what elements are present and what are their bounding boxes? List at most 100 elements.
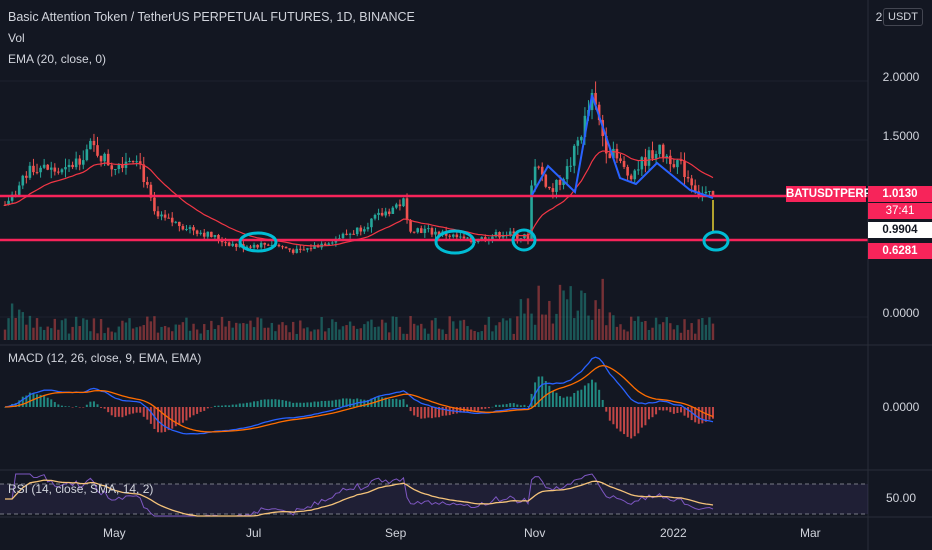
volume-bar [309, 331, 313, 340]
macd-histogram-bar [363, 399, 366, 407]
macd-histogram-bar [21, 396, 24, 407]
candle-body [3, 204, 7, 206]
candle-body [291, 249, 295, 253]
candle-body [644, 157, 647, 166]
candle-body [284, 246, 288, 249]
candle-body [42, 164, 46, 168]
candle-body [533, 166, 537, 186]
candle-body [81, 160, 85, 165]
macd-histogram-bar [470, 407, 473, 412]
macd-histogram-bar [512, 403, 515, 407]
candle-body [138, 161, 142, 165]
candle-body [259, 242, 263, 248]
macd-histogram-bar [398, 399, 401, 407]
macd-histogram-bar [605, 407, 608, 412]
macd-histogram-bar [519, 405, 522, 407]
macd-histogram-bar [270, 399, 273, 407]
currency-unit-button[interactable]: USDT [883, 8, 923, 26]
macd-histogram-bar [28, 392, 31, 407]
candle-body [181, 226, 185, 230]
rsi-legend[interactable]: RSI (14, close, SMA, 14, 2) [8, 482, 154, 496]
macd-histogram-bar [221, 405, 224, 407]
candle-body [234, 243, 238, 247]
macd-histogram-bar [320, 400, 323, 407]
candle-body [370, 218, 373, 228]
volume-bar [665, 317, 668, 340]
macd-histogram-bar [658, 407, 661, 411]
candle-body [99, 155, 103, 162]
macd-histogram-bar [559, 396, 562, 407]
volume-bar [71, 326, 74, 340]
candle-body [210, 231, 213, 237]
candle-body [331, 242, 334, 244]
volume-bar [135, 327, 138, 340]
volume-bar [131, 328, 135, 340]
rsi-axis-label: 50.00 [885, 491, 917, 505]
candle-body [167, 217, 170, 219]
volume-bar [249, 320, 252, 340]
macd-histogram-bar [231, 404, 234, 407]
candle-body [544, 174, 548, 187]
macd-histogram-bar [526, 406, 529, 407]
candle-body [103, 153, 106, 162]
volume-bar [67, 333, 71, 340]
candle-body [53, 167, 57, 172]
candle-body [7, 200, 10, 205]
macd-histogram-bar [473, 407, 476, 412]
volume-bar [658, 324, 661, 340]
candle-body [647, 150, 651, 166]
macd-legend[interactable]: MACD (12, 26, close, 9, EMA, EMA) [8, 351, 202, 365]
volume-bar [541, 314, 544, 340]
candle-body [419, 228, 423, 233]
candle-body [270, 244, 274, 246]
macd-histogram-bar [302, 402, 305, 407]
candle-body [352, 233, 355, 235]
candle-body [39, 167, 42, 173]
volume-bar [245, 323, 249, 340]
volume-bar [92, 318, 96, 340]
candle-body [355, 227, 359, 235]
volume-bar [306, 327, 309, 340]
candle-body [612, 148, 615, 159]
candle-body [672, 164, 676, 168]
volume-bar [331, 319, 334, 340]
macd-histogram-bar [25, 395, 28, 407]
macd-histogram-bar [566, 396, 569, 407]
macd-histogram-bar [530, 393, 533, 407]
time-axis-label: May [103, 526, 126, 540]
macd-histogram-bar [114, 407, 117, 418]
volume-bar [644, 320, 647, 340]
candle-body [149, 184, 153, 198]
candle-body [387, 211, 391, 214]
volume-bar [82, 318, 85, 340]
macd-histogram-bar [359, 399, 362, 407]
volume-bar [491, 331, 494, 340]
volume-bar [128, 318, 131, 340]
macd-histogram-bar [196, 407, 199, 414]
candle-body [252, 244, 256, 248]
volume-bar [21, 312, 24, 340]
volume-bar [7, 318, 10, 340]
macd-histogram-bar [402, 399, 405, 407]
volume-legend[interactable]: Vol [8, 31, 25, 45]
candle-body [537, 166, 540, 168]
macd-line [4, 356, 714, 435]
macd-histogram-bar [665, 407, 668, 411]
macd-histogram-bar [708, 407, 711, 420]
candle-body [391, 207, 395, 214]
macd-histogram-bar [331, 400, 334, 407]
macd-histogram-bar [623, 407, 626, 435]
candle-body [679, 160, 683, 162]
macd-histogram-bar [406, 404, 409, 407]
macd-histogram-bar [626, 407, 629, 437]
macd-histogram-bar [285, 400, 288, 407]
volume-bar [35, 318, 39, 340]
ema-legend[interactable]: EMA (20, close, 0) [8, 52, 107, 66]
candle-body [32, 165, 35, 173]
candle-body [398, 204, 402, 207]
volume-bar [142, 325, 145, 340]
candle-body [92, 140, 96, 146]
macd-histogram-bar [317, 401, 320, 407]
volume-bar [405, 333, 409, 340]
